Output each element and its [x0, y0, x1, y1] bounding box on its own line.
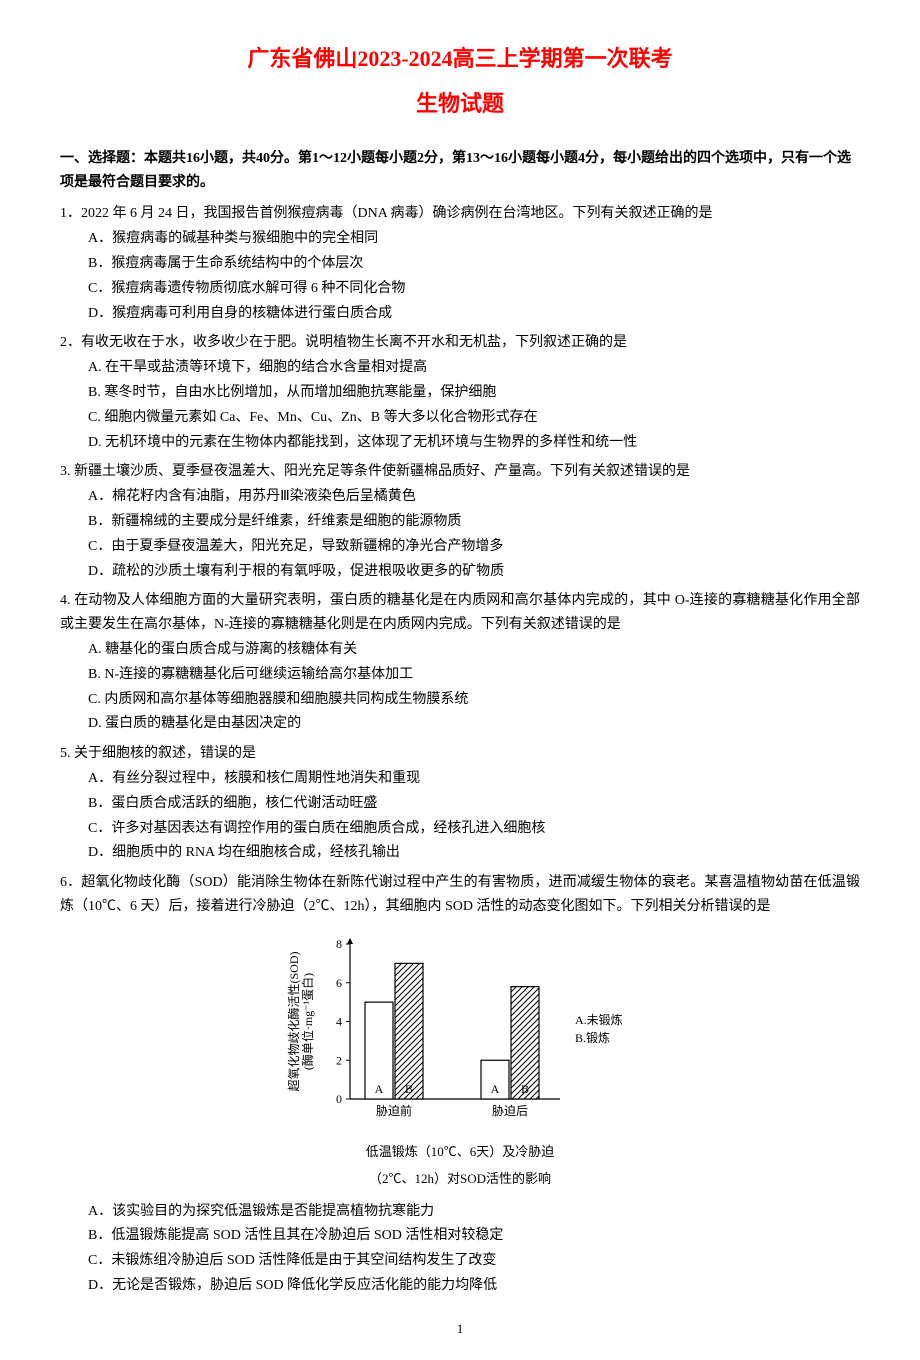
- svg-text:2: 2: [336, 1053, 342, 1067]
- option-a: A．该实验目的为探究低温锻炼是否能提高植物抗寒能力: [60, 1200, 860, 1224]
- option-d: D．无论是否锻炼，胁迫后 SOD 降低化学反应活化能的能力均降低: [60, 1274, 860, 1298]
- svg-text:4: 4: [336, 1014, 342, 1028]
- option-c: C．许多对基因表达有调控作用的蛋白质在细胞质合成，经核孔进入细胞核: [60, 817, 860, 841]
- question-stem: 4. 在动物及人体细胞方面的大量研究表明，蛋白质的糖基化是在内质网和高尔基体内完…: [60, 589, 860, 637]
- option-b: B．低温锻炼能提高 SOD 活性且其在冷胁迫后 SOD 活性相对较稳定: [60, 1224, 860, 1248]
- option-a: A. 在干旱或盐渍等环境下，细胞的结合水含量相对提高: [60, 356, 860, 380]
- exam-title: 广东省佛山2023-2024高三上学期第一次联考: [60, 40, 860, 77]
- svg-text:6: 6: [336, 975, 342, 989]
- sod-chart-container: 0 2 4 6 8 超氧化物歧化酶活性(SOD)(酶单位·mg⁻¹蛋白) A B 胁迫前 A B 胁迫…: [60, 929, 860, 1190]
- question-5: 5. 关于细胞核的叙述，错误的是 A．有丝分裂过程中，核膜和核仁周期性地消失和重…: [60, 742, 860, 865]
- question-stem: 6．超氧化物歧化酶（SOD）能消除生物体在新陈代谢过程中产生的有害物质，进而减缓…: [60, 871, 860, 919]
- svg-text:0: 0: [336, 1092, 342, 1106]
- question-1: 1．2022 年 6 月 24 日，我国报告首例猴痘病毒（DNA 病毒）确诊病例…: [60, 202, 860, 325]
- svg-text:B: B: [521, 1082, 529, 1096]
- option-b: B．蛋白质合成活跃的细胞，核仁代谢活动旺盛: [60, 792, 860, 816]
- section-header: 一、选择题：本题共16小题，共40分。第1～12小题每小题2分，第13～16小题…: [60, 147, 860, 195]
- sod-chart: 0 2 4 6 8 超氧化物歧化酶活性(SOD)(酶单位·mg⁻¹蛋白) A B 胁迫前 A B 胁迫…: [280, 929, 640, 1138]
- svg-text:A: A: [375, 1082, 384, 1096]
- option-b: B．猴痘病毒属于生命系统结构中的个体层次: [60, 252, 860, 276]
- exam-subtitle: 生物试题: [60, 85, 860, 122]
- question-stem: 2．有收无收在于水，收多收少在于肥。说明植物生长离不开水和无机盐，下列叙述正确的…: [60, 331, 860, 355]
- option-c: C．由于夏季昼夜温差大，阳光充足，导致新疆棉的净光合产物增多: [60, 535, 860, 559]
- option-d: D．疏松的沙质土壤有利于根的有氧呼吸，促进根吸收更多的矿物质: [60, 560, 860, 584]
- svg-text:超氧化物歧化酶活性(SOD): 超氧化物歧化酶活性(SOD): [286, 951, 301, 1091]
- option-a: A．有丝分裂过程中，核膜和核仁周期性地消失和重现: [60, 767, 860, 791]
- option-d: D. 蛋白质的糖基化是由基因决定的: [60, 712, 860, 736]
- option-b: B．新疆棉绒的主要成分是纤维素，纤维素是细胞的能源物质: [60, 510, 860, 534]
- question-6: 6．超氧化物歧化酶（SOD）能消除生物体在新陈代谢过程中产生的有害物质，进而减缓…: [60, 871, 860, 1298]
- option-c: C．猴痘病毒遗传物质彻底水解可得 6 种不同化合物: [60, 277, 860, 301]
- question-3: 3. 新疆土壤沙质、夏季昼夜温差大、阳光充足等条件使新疆棉品质好、产量高。下列有…: [60, 460, 860, 583]
- svg-text:(酶单位·mg⁻¹蛋白): (酶单位·mg⁻¹蛋白): [300, 973, 315, 1070]
- option-c: C. 内质网和高尔基体等细胞器膜和细胞膜共同构成生物膜系统: [60, 688, 860, 712]
- option-d: D．细胞质中的 RNA 均在细胞核合成，经核孔输出: [60, 841, 860, 865]
- question-4: 4. 在动物及人体细胞方面的大量研究表明，蛋白质的糖基化是在内质网和高尔基体内完…: [60, 589, 860, 736]
- page-number: 1: [60, 1318, 860, 1340]
- option-b: B. 寒冬时节，自由水比例增加，从而增加细胞抗寒能量，保护细胞: [60, 381, 860, 405]
- svg-text:A: A: [491, 1082, 500, 1096]
- question-stem: 3. 新疆土壤沙质、夏季昼夜温差大、阳光充足等条件使新疆棉品质好、产量高。下列有…: [60, 460, 860, 484]
- svg-text:8: 8: [336, 937, 342, 951]
- option-a: A．棉花籽内含有油脂，用苏丹Ⅲ染液染色后呈橘黄色: [60, 485, 860, 509]
- question-stem: 5. 关于细胞核的叙述，错误的是: [60, 742, 860, 766]
- question-stem: 1．2022 年 6 月 24 日，我国报告首例猴痘病毒（DNA 病毒）确诊病例…: [60, 202, 860, 226]
- option-a: A．猴痘病毒的碱基种类与猴细胞中的完全相同: [60, 227, 860, 251]
- chart-caption-line2: （2℃、12h）对SOD活性的影响: [60, 1168, 860, 1190]
- chart-caption-line1: 低温锻炼（10℃、6天）及冷胁迫: [60, 1141, 860, 1163]
- svg-text:A.未锻炼: A.未锻炼: [575, 1012, 623, 1027]
- svg-text:胁迫后: 胁迫后: [492, 1103, 528, 1118]
- option-d: D．猴痘病毒可利用自身的核糖体进行蛋白质合成: [60, 302, 860, 326]
- option-c: C．未锻炼组冷胁迫后 SOD 活性降低是由于其空间结构发生了改变: [60, 1249, 860, 1273]
- svg-text:B.锻炼: B.锻炼: [575, 1030, 610, 1045]
- option-a: A. 糖基化的蛋白质合成与游离的核糖体有关: [60, 638, 860, 662]
- option-d: D. 无机环境中的元素在生物体内都能找到，这体现了无机环境与生物界的多样性和统一…: [60, 431, 860, 455]
- svg-text:B: B: [405, 1082, 413, 1096]
- svg-text:胁迫前: 胁迫前: [376, 1103, 412, 1118]
- option-c: C. 细胞内微量元素如 Ca、Fe、Mn、Cu、Zn、B 等大多以化合物形式存在: [60, 406, 860, 430]
- option-b: B. N-连接的寡糖糖基化后可继续运输给高尔基体加工: [60, 663, 860, 687]
- question-2: 2．有收无收在于水，收多收少在于肥。说明植物生长离不开水和无机盐，下列叙述正确的…: [60, 331, 860, 454]
